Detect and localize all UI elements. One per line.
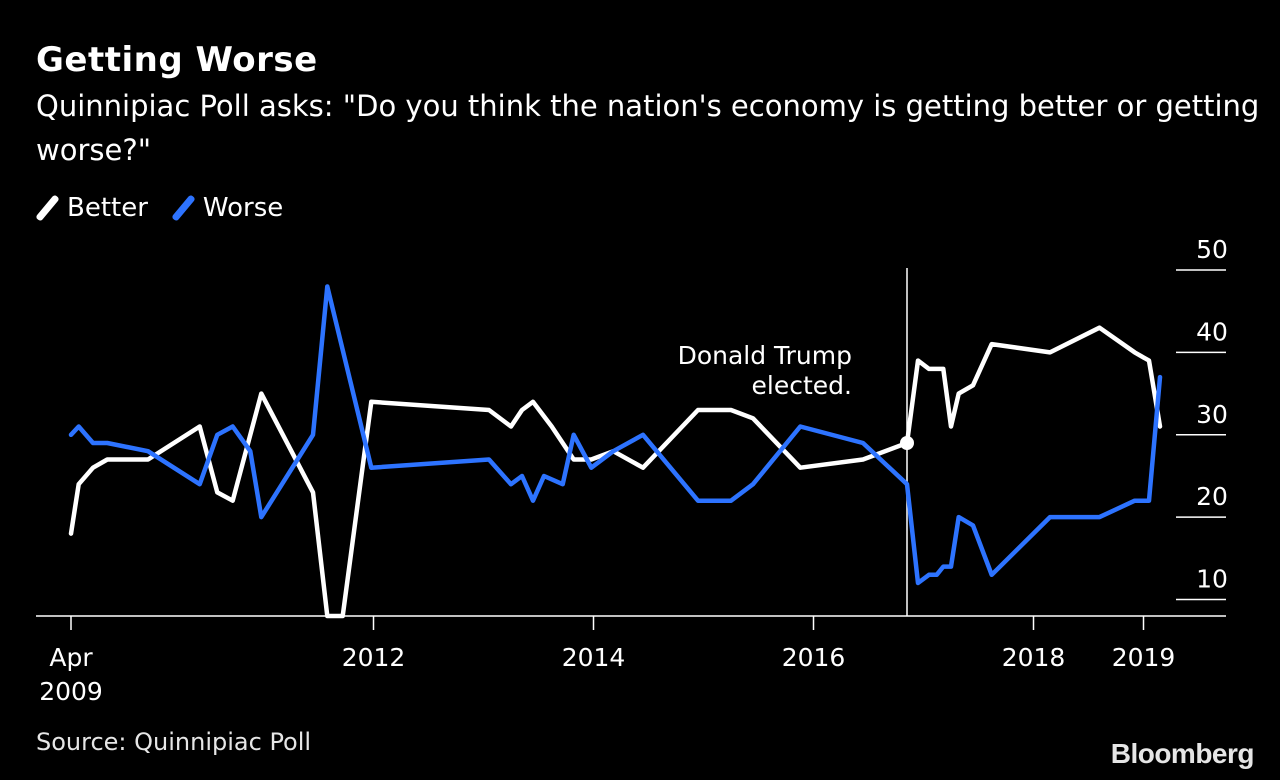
series-line-better (68, 325, 1163, 619)
y-tick-label-40: 40 (1196, 317, 1228, 346)
legend-item-worse: Worse (171, 193, 284, 223)
x-tick-label-0: Apr (49, 643, 93, 672)
x-tick-label-3: 2016 (782, 643, 846, 672)
annotation-text-line-1: elected. (752, 371, 852, 400)
x-tick-label-4: 2018 (1002, 643, 1066, 672)
chart-subtitle: Quinnipiac Poll asks: "Do you think the … (36, 89, 1260, 167)
source-note: Source: Quinnipiac Poll (36, 728, 312, 756)
chart-title: Getting Worse (36, 40, 318, 80)
x-tick-sublabel-0: 2009 (39, 677, 103, 706)
legend-label-better: Better (67, 193, 148, 223)
x-tick-label-2: 2014 (562, 643, 626, 672)
chart-legend: Better Worse (35, 190, 307, 226)
x-tick-label-1: 2012 (342, 643, 406, 672)
bloomberg-logo: Bloomberg (1110, 738, 1255, 769)
x-tick-label-5: 2019 (1112, 643, 1176, 672)
y-tick-label-30: 30 (1196, 400, 1228, 429)
y-tick-label-10: 10 (1196, 565, 1228, 594)
annotation-marker (900, 436, 914, 450)
legend-label-worse: Worse (202, 193, 284, 223)
legend-item-better: Better (35, 193, 148, 223)
series-line-worse (68, 284, 1163, 586)
y-tick-label-50: 50 (1196, 235, 1228, 264)
annotation-text-line-0: Donald Trump (678, 341, 852, 370)
y-tick-label-20: 20 (1196, 482, 1228, 511)
